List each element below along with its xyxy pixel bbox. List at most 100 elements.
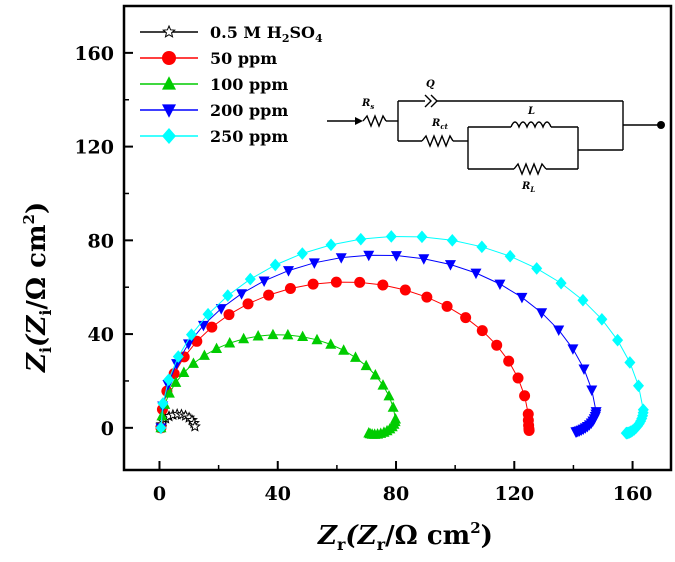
legend-entry: 200 ppm [140, 101, 288, 120]
data-point [386, 230, 397, 243]
data-point [222, 289, 233, 302]
data-point [460, 312, 471, 323]
circuit-label-rl: RL [521, 181, 535, 194]
data-point [400, 284, 411, 295]
resistor-rct [422, 136, 453, 146]
data-point [531, 262, 542, 275]
data-point [505, 250, 516, 263]
data-point [355, 233, 366, 246]
data-point [267, 329, 278, 339]
data-point [494, 280, 505, 290]
data-point [470, 269, 481, 279]
data-point [556, 277, 567, 290]
data-point [183, 339, 194, 349]
legend-entry: 100 ppm [140, 75, 288, 94]
circuit-label-rs: Rs [361, 98, 374, 111]
circuit-output-terminal [657, 121, 665, 129]
series-3 [155, 251, 601, 438]
data-point [361, 360, 372, 370]
legend-entry: 0.5 M H2SO4 [140, 23, 323, 45]
data-point [325, 239, 336, 252]
data-point [383, 390, 394, 400]
y-tick-label: 160 [74, 43, 114, 65]
data-point [503, 356, 514, 367]
circuit-label-rct: Rct [431, 118, 449, 131]
legend-label: 200 ppm [210, 101, 288, 120]
series-line [161, 237, 643, 434]
data-point [491, 340, 502, 351]
tick-labels: 0 40 80 120 160 0 40 80 120 160 [74, 43, 652, 505]
y-tick-label: 120 [74, 137, 114, 159]
data-point [586, 385, 597, 395]
y-axis-title: Zi(Zi/Ω cm2) [20, 202, 55, 373]
data-point [513, 373, 524, 384]
x-axis-title: Zr(Zr/Ω cm2) [317, 519, 493, 554]
data-point [578, 364, 589, 374]
circuit-input-arrowhead [355, 117, 363, 125]
resistor-rs [363, 116, 386, 126]
circuit-label-l: L [527, 106, 535, 117]
data-point [188, 357, 199, 367]
legend-marker [162, 104, 176, 117]
legend-entry: 50 ppm [140, 49, 277, 68]
cpe-element-q [425, 95, 437, 107]
data-point [633, 379, 644, 392]
data-point [567, 344, 578, 354]
data-point [624, 356, 635, 369]
data-point [516, 293, 527, 303]
x-tick-label: 80 [383, 483, 409, 505]
data-point [223, 309, 234, 320]
data-point [350, 351, 361, 361]
data-point [447, 234, 458, 247]
data-point [206, 322, 217, 333]
data-point [178, 367, 189, 377]
legend: 0.5 M H2SO4 50 ppm 100 ppm 200 ppm 250 ppm [140, 23, 323, 146]
data-point [442, 301, 453, 312]
axis-ticks [124, 53, 633, 470]
data-point [283, 266, 294, 276]
x-tick-label: 160 [613, 483, 653, 505]
data-point [282, 329, 293, 339]
plot-frame [124, 6, 671, 470]
data-point [476, 240, 487, 253]
x-tick-label: 120 [494, 483, 534, 505]
data-point [245, 273, 256, 286]
data-point [297, 247, 308, 260]
data-point [477, 325, 488, 336]
resistor-rl [514, 164, 546, 174]
data-point [416, 231, 427, 244]
data-point [331, 277, 342, 288]
legend-entry: 250 ppm [140, 127, 288, 146]
legend-label: 100 ppm [210, 75, 288, 94]
equivalent-circuit-diagram: Rs Q Rct L RL [327, 79, 665, 194]
series-1 [155, 277, 534, 436]
data-point [519, 390, 530, 401]
legend-label: 50 ppm [210, 49, 277, 68]
data-point [263, 290, 274, 301]
inductor-l [511, 122, 551, 127]
legend-label: 250 ppm [210, 127, 288, 146]
data-point [285, 283, 296, 294]
legend-marker [163, 26, 174, 37]
data-point [421, 292, 432, 303]
series-4 [155, 230, 648, 439]
legend-marker [162, 76, 176, 89]
data-point [236, 289, 247, 299]
data-point [524, 425, 535, 436]
data-point [199, 349, 210, 359]
data-point [259, 277, 270, 287]
data-point [308, 279, 319, 290]
circuit-label-q: Q [426, 79, 435, 90]
data-point [377, 280, 388, 291]
data-point [253, 330, 264, 340]
data-point [388, 401, 399, 411]
data-point [270, 259, 281, 272]
data-point [354, 277, 365, 288]
y-tick-label: 40 [88, 324, 114, 346]
legend-marker [162, 128, 176, 144]
series-layer [155, 230, 648, 439]
legend-marker [162, 51, 176, 65]
y-tick-label: 0 [101, 418, 114, 440]
y-tick-label: 80 [88, 230, 114, 252]
